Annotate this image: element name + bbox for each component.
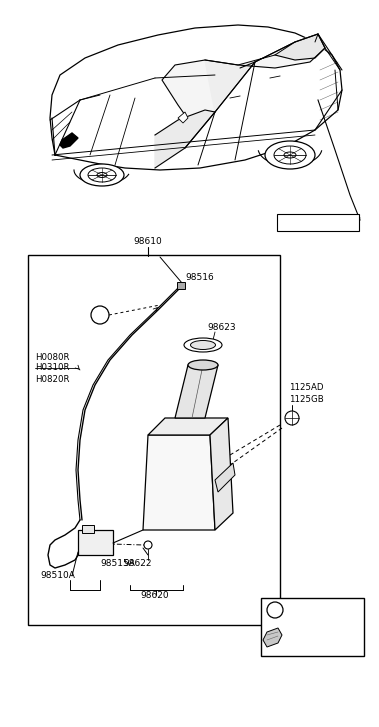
Text: 98510A: 98510A [40, 571, 75, 580]
Text: REF.86-861: REF.86-861 [280, 217, 328, 227]
FancyBboxPatch shape [277, 214, 359, 231]
Ellipse shape [274, 146, 306, 164]
Bar [82, 525, 94, 533]
Ellipse shape [97, 172, 107, 177]
Text: 98516: 98516 [185, 273, 214, 283]
Ellipse shape [80, 164, 124, 186]
Polygon shape [205, 42, 295, 112]
Polygon shape [50, 25, 342, 170]
Circle shape [91, 306, 109, 324]
Text: H0820R: H0820R [35, 374, 69, 384]
Text: a: a [269, 606, 275, 614]
Bar [177, 282, 185, 289]
Text: 98623: 98623 [207, 324, 236, 332]
Circle shape [144, 541, 152, 549]
Text: H0310R: H0310R [35, 364, 69, 372]
Polygon shape [263, 628, 282, 647]
Text: 98515A: 98515A [100, 560, 135, 569]
Polygon shape [178, 112, 188, 123]
Ellipse shape [191, 340, 216, 350]
Text: H0080R: H0080R [35, 353, 69, 361]
Text: 1125GB: 1125GB [289, 395, 324, 404]
Polygon shape [60, 133, 78, 148]
Circle shape [285, 411, 299, 425]
Ellipse shape [188, 360, 218, 370]
Text: 1125AD: 1125AD [289, 384, 324, 393]
Polygon shape [210, 418, 233, 530]
Text: 98620: 98620 [141, 590, 169, 600]
Ellipse shape [88, 168, 116, 182]
Text: 98610: 98610 [134, 238, 162, 246]
Ellipse shape [265, 141, 315, 169]
Polygon shape [215, 463, 235, 492]
Bar [78, 530, 113, 555]
Ellipse shape [184, 338, 222, 352]
Text: 98622: 98622 [124, 560, 152, 569]
Circle shape [267, 602, 283, 618]
Bar [261, 598, 364, 656]
Ellipse shape [284, 152, 296, 158]
Polygon shape [143, 435, 215, 530]
Text: 81199: 81199 [290, 606, 319, 614]
Polygon shape [175, 365, 218, 418]
Polygon shape [148, 418, 228, 435]
Polygon shape [155, 110, 215, 168]
Polygon shape [275, 34, 325, 60]
Polygon shape [162, 34, 325, 148]
Text: a: a [94, 310, 100, 319]
Bar [28, 255, 280, 625]
